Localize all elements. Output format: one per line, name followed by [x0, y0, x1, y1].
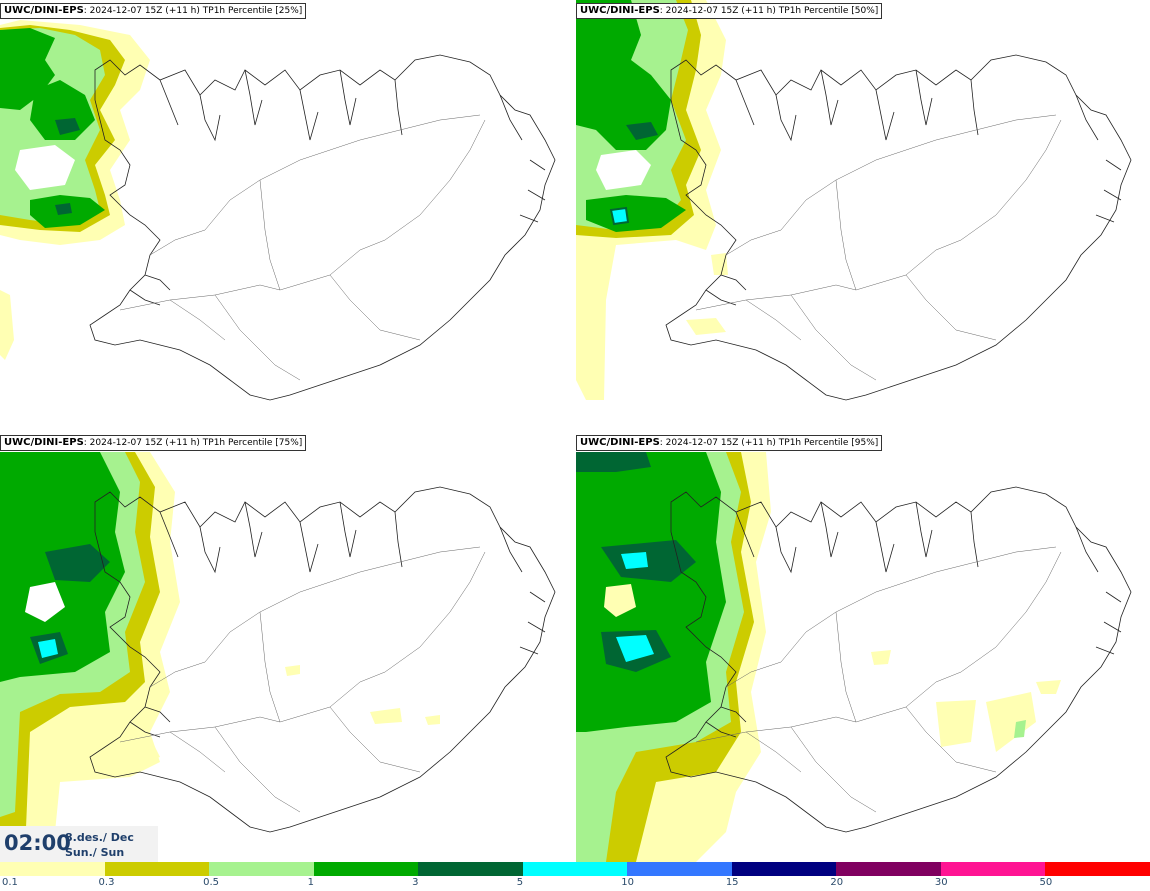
legend-swatch	[313, 862, 420, 876]
valid-time-box: 02:00 8.des./ Dec Sun./ Sun	[0, 826, 158, 862]
model-name: UWC/DINI-EPS	[4, 437, 84, 448]
legend-tick-label: 3	[412, 877, 419, 888]
legend-swatch	[731, 862, 838, 876]
panel-title: UWC/DINI-EPS: 2024-12-07 15Z (+11 h) TP1…	[0, 435, 307, 451]
run-info: : 2024-12-07 15Z (+11 h)	[659, 6, 776, 16]
legend-swatch	[627, 862, 733, 876]
valid-time-clock: 02:00	[4, 831, 71, 855]
model-name: UWC/DINI-EPS	[580, 437, 660, 448]
legend-swatch	[209, 862, 315, 876]
legend-tick-label: 1	[307, 877, 314, 888]
legend-tick-label: 30	[934, 877, 948, 888]
legend-tick-label: 0.1	[2, 877, 18, 888]
precip-map-75	[0, 452, 556, 862]
legend-swatch	[836, 862, 942, 876]
legend-tick-label: 0.3	[98, 877, 115, 888]
legend-color-bar	[0, 862, 1150, 876]
precip-map-25	[0, 20, 556, 401]
run-info: : 2024-12-07 15Z (+11 h)	[83, 6, 200, 16]
legend-swatch	[104, 862, 211, 876]
map-panel-50: UWC/DINI-EPS: 2024-12-07 15Z (+11 h) TP1…	[576, 0, 1150, 430]
field-label: TP1h Percentile [50%]	[778, 6, 879, 16]
field-label: TP1h Percentile [25%]	[202, 6, 303, 16]
model-name: UWC/DINI-EPS	[4, 5, 84, 16]
model-name: UWC/DINI-EPS	[580, 5, 660, 16]
precip-map-95	[576, 452, 1132, 862]
run-info: : 2024-12-07 15Z (+11 h)	[83, 438, 200, 448]
field-label: TP1h Percentile [95%]	[778, 438, 879, 448]
color-legend: 0.1 0.3 0.5 1 3 5 10 15 20 30 50	[0, 862, 1150, 891]
legend-swatch	[940, 862, 1047, 876]
valid-date-line1: 8.des./ Dec	[65, 831, 134, 844]
legend-swatch	[1045, 862, 1150, 876]
precip-map-50	[576, 0, 1132, 401]
panel-title: UWC/DINI-EPS: 2024-12-07 15Z (+11 h) TP1…	[0, 3, 307, 19]
panel-title: UWC/DINI-EPS: 2024-12-07 15Z (+11 h) TP1…	[576, 3, 883, 19]
legend-tick-label: 5	[516, 877, 524, 888]
legend-tick-label: 10	[621, 877, 634, 888]
panel-title: UWC/DINI-EPS: 2024-12-07 15Z (+11 h) TP1…	[576, 435, 883, 451]
panel-divider	[574, 0, 576, 862]
map-panel-75: UWC/DINI-EPS: 2024-12-07 15Z (+11 h) TP1…	[0, 432, 574, 862]
valid-date-line2: Sun./ Sun	[65, 846, 125, 859]
map-panel-25: UWC/DINI-EPS: 2024-12-07 15Z (+11 h) TP1…	[0, 0, 574, 430]
run-info: : 2024-12-07 15Z (+11 h)	[659, 438, 776, 448]
legend-swatch	[418, 862, 524, 876]
field-label: TP1h Percentile [75%]	[202, 438, 303, 448]
legend-tick-label: 50	[1039, 877, 1053, 888]
legend-swatch	[0, 862, 106, 876]
legend-tick-label: 0.5	[203, 877, 219, 888]
legend-swatch	[522, 862, 629, 876]
legend-tick-label: 15	[725, 877, 739, 888]
map-panel-95: UWC/DINI-EPS: 2024-12-07 15Z (+11 h) TP1…	[576, 432, 1150, 862]
legend-tick-label: 20	[830, 877, 844, 888]
